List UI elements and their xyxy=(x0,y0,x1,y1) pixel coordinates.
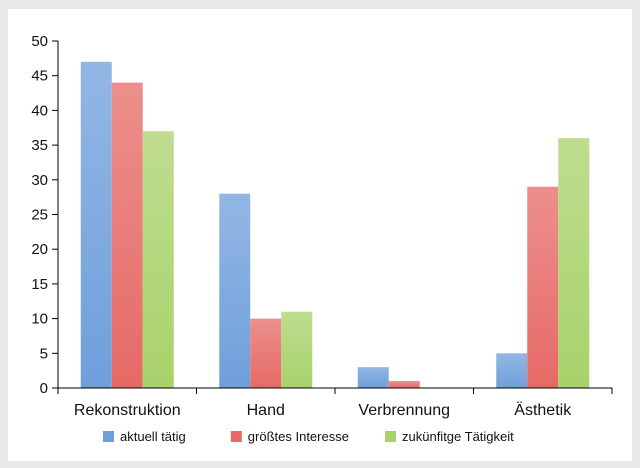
legend-label: größtes Interesse xyxy=(248,429,349,444)
bar-chart: 0 5 10 15 20 25 30 35 40 45 50 Rekonstruktion Hand V… xyxy=(31,33,613,444)
y-tick-label: 5 xyxy=(40,345,48,362)
bar xyxy=(142,131,174,388)
y-tick-label: 15 xyxy=(31,276,48,293)
bar xyxy=(496,353,528,388)
bars xyxy=(80,61,590,388)
legend-swatch xyxy=(230,431,242,442)
y-tick-label: 10 xyxy=(31,311,48,328)
y-tick-label: 40 xyxy=(31,102,48,119)
bar xyxy=(357,367,389,388)
bar xyxy=(219,193,251,388)
y-tick-label: 20 xyxy=(31,241,48,258)
x-category-label: Ästhetik xyxy=(514,401,572,419)
legend-label: aktuell tätig xyxy=(120,429,186,444)
y-tick-label: 35 xyxy=(31,137,48,154)
bar xyxy=(281,311,313,388)
y-tick-label: 30 xyxy=(31,172,48,189)
y-tick-label: 25 xyxy=(31,207,48,224)
y-tick-label: 45 xyxy=(31,68,48,85)
bar xyxy=(558,138,590,388)
bar xyxy=(80,61,112,388)
y-tick-label: 50 xyxy=(31,33,48,50)
chart-panel: 0 5 10 15 20 25 30 35 40 45 50 Rekonstruktion Hand V… xyxy=(8,9,632,461)
x-category-label: Hand xyxy=(247,402,285,419)
bar xyxy=(111,82,143,388)
legend-swatch xyxy=(385,431,396,442)
y-axis: 0 5 10 15 20 25 30 35 40 45 50 xyxy=(31,33,59,397)
x-axis: Rekonstruktion Hand Verbrennung Ästhetik xyxy=(57,387,613,419)
bar xyxy=(388,381,420,388)
x-category-label: Rekonstruktion xyxy=(74,402,181,419)
y-tick-label: 0 xyxy=(40,380,48,397)
x-category-label: Verbrennung xyxy=(358,402,450,419)
legend-swatch xyxy=(103,431,114,442)
bar xyxy=(527,186,559,388)
legend-label: zukünfitge Tätigkeit xyxy=(402,429,514,444)
legend: aktuell tätig größtes Interesse zukünfitge… xyxy=(103,429,514,444)
bar xyxy=(250,318,282,388)
